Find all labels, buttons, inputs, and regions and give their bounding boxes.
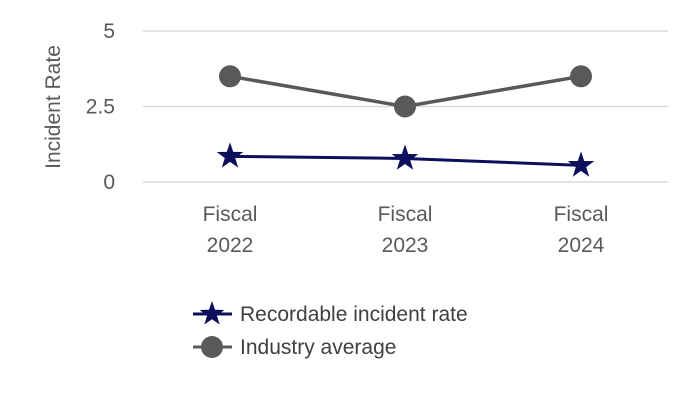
x-tick-label-line: Fiscal [203,203,258,226]
y-tick-label: 2.5 [86,96,115,119]
y-tick-label: 0 [103,171,115,194]
x-tick-label-line: Fiscal [378,203,433,226]
x-tick-label-line: 2023 [382,234,429,257]
legend-star-icon [199,301,225,325]
y-tick-label: 5 [103,20,115,43]
series [216,65,595,177]
legend-label: Recordable incident rate [240,303,468,326]
data-point-star [391,144,419,170]
series-2 [219,65,592,118]
y-axis-ticks: 02.55 [86,20,115,194]
x-tick-label-line: Fiscal [554,203,609,226]
data-point-star [216,142,244,168]
data-point-circle [394,95,416,118]
x-tick-label: Fiscal 2024 [554,203,609,257]
x-tick-label-line: 2024 [558,234,605,257]
x-tick-label-line: 2022 [207,234,254,257]
legend-circle-icon [201,336,223,358]
legend: Recordable incident rate Industry average [193,301,468,359]
x-axis-ticks: Fiscal 2022 Fiscal 2023 Fiscal 2024 [203,203,609,257]
legend-label: Industry average [240,336,396,359]
data-point-circle [570,65,592,88]
legend-item: Industry average [193,336,396,359]
x-tick-label: Fiscal 2023 [378,203,433,257]
series-1 [216,142,595,177]
legend-item: Recordable incident rate [193,301,468,326]
data-point-circle [219,65,241,88]
x-tick-label: Fiscal 2022 [203,203,258,257]
y-axis-title: Incident Rate [42,45,65,169]
data-point-star [567,151,595,177]
